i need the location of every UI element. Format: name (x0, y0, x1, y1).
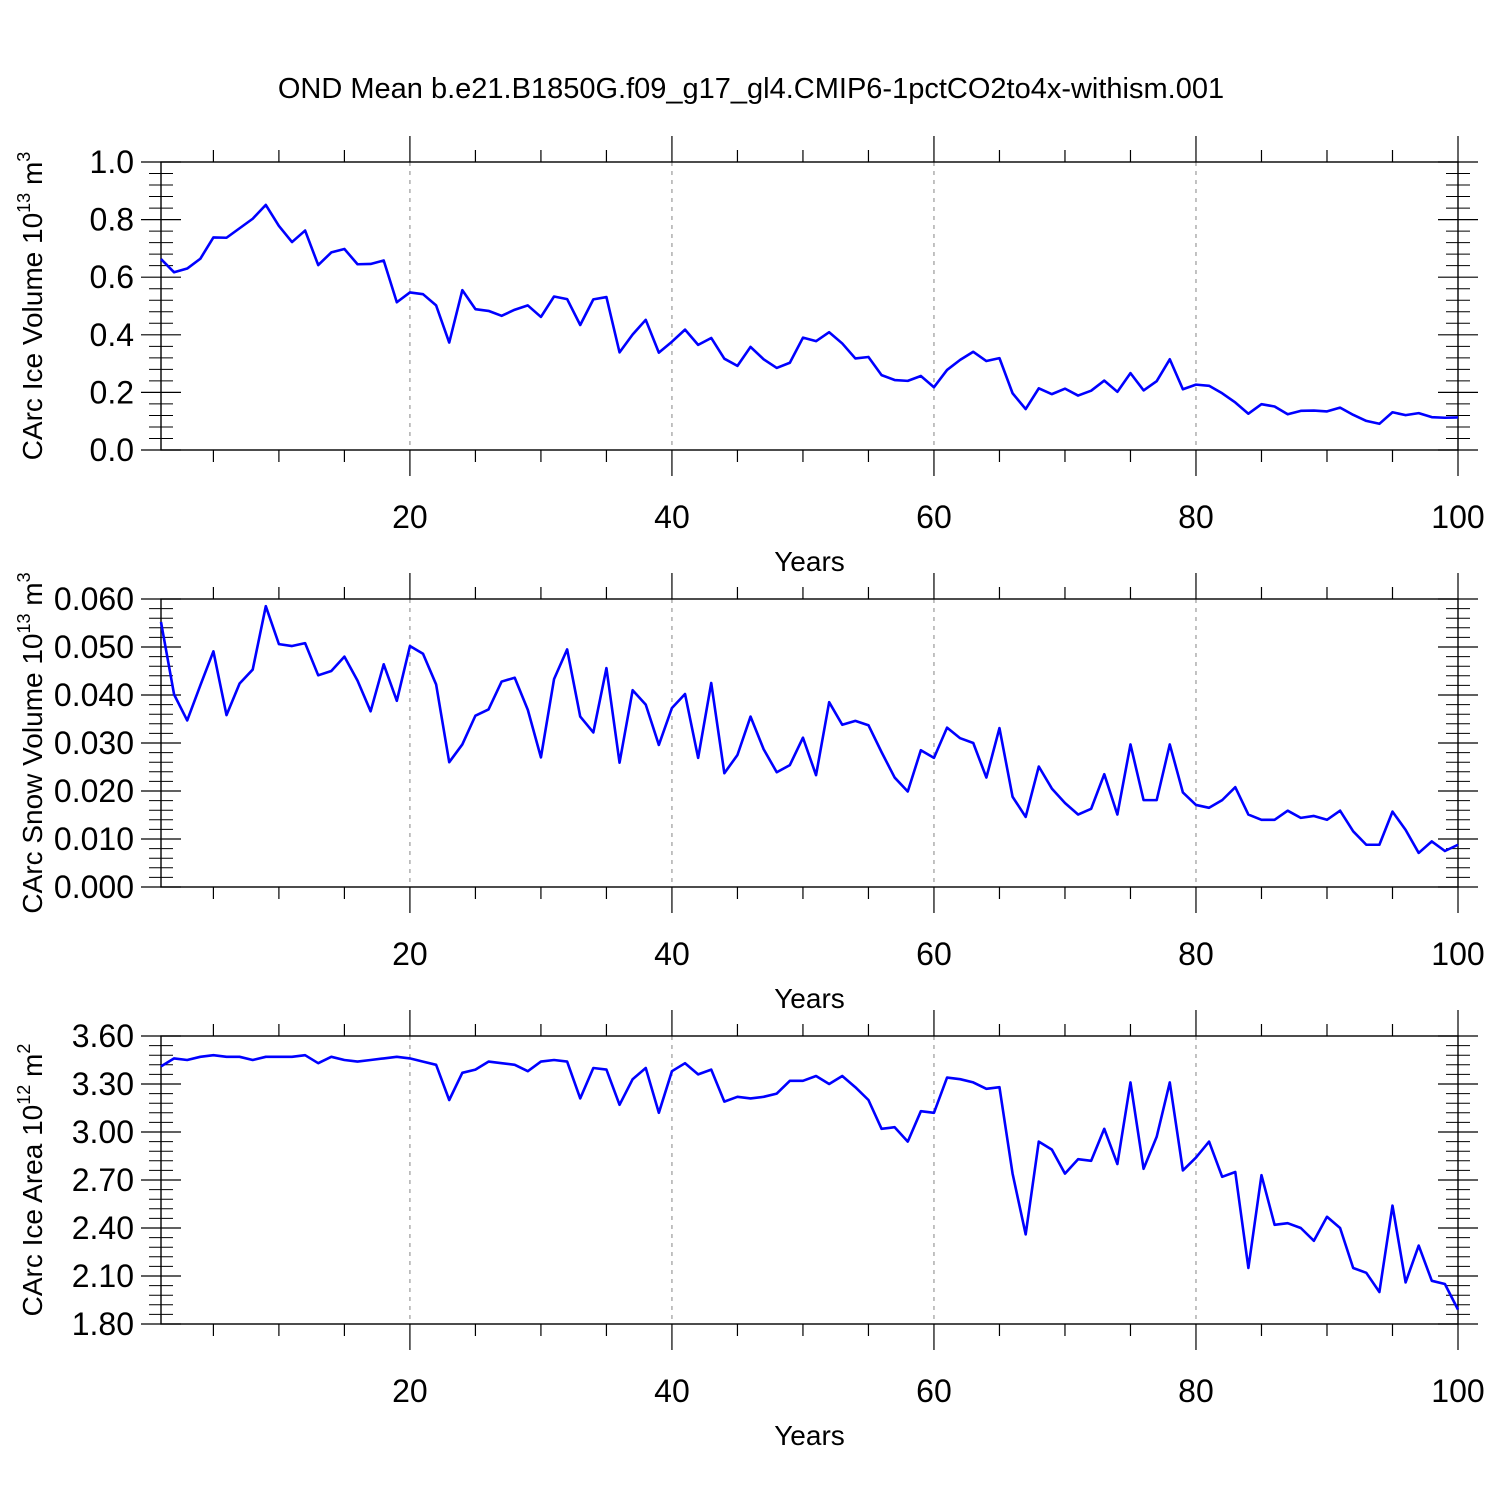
ice-volume-x-tick-label: 60 (916, 499, 952, 535)
ice-area-y-tick-label: 2.40 (72, 1210, 134, 1246)
ice-volume-y-axis-label-unit: m (17, 162, 48, 193)
ice-area-x-tick-label: 80 (1178, 1373, 1214, 1409)
ice-area-plot-frame (160, 1035, 1459, 1325)
ice-area-y-tick-label: 2.70 (72, 1162, 134, 1198)
ice-volume-y-tick-label: 1.0 (90, 144, 134, 180)
ice-area-y-tick-label: 3.60 (72, 1018, 134, 1054)
ice-volume-y-axis-label-text: CArc Ice Volume 10 (17, 213, 48, 460)
ice-area-y-axis-label: CArc Ice Area 1012 m2 (14, 1044, 48, 1317)
snow-volume-y-axis-label-exponent: 13 (14, 613, 34, 633)
snow-volume-y-tick-label: 0.040 (54, 677, 134, 713)
ice-volume-x-tick-label: 20 (392, 499, 428, 535)
snow-volume-x-tick-label: 80 (1178, 936, 1214, 972)
ice-volume-x-axis-label: Years (774, 546, 845, 577)
ice-volume-y-tick-label: 0.0 (90, 432, 134, 468)
ice-volume-y-axis-label: CArc Ice Volume 1013 m3 (14, 152, 48, 461)
ice-volume-y-tick-label: 0.8 (90, 202, 134, 238)
ice-area-y-axis-label-text: CArc Ice Area 10 (17, 1105, 48, 1317)
snow-volume-y-tick-label: 0.030 (54, 725, 134, 761)
ice-area-y-axis-label-exponent: 12 (14, 1085, 34, 1105)
ice-area-y-tick-label: 3.30 (72, 1066, 134, 1102)
ice-volume-plot-frame (160, 161, 1459, 451)
ice-area-y-axis-label-unit-exponent: 2 (14, 1044, 34, 1054)
snow-volume-x-tick-label: 60 (916, 936, 952, 972)
ice-area-x-axis-label: Years (774, 1420, 845, 1451)
snow-volume-x-tick-label: 40 (654, 936, 690, 972)
ice-area-x-tick-label: 60 (916, 1373, 952, 1409)
snow-volume-panel: 20 40 60 80 100 0.000 0.010 0.020 0.030 0.040 0.05… (14, 572, 1485, 1014)
snow-volume-x-tick-label: 100 (1431, 936, 1484, 972)
snow-volume-y-axis-label: CArc Snow Volume 1013 m3 (14, 572, 48, 913)
ice-area-x-tick-label: 100 (1431, 1373, 1484, 1409)
ice-area-panel: 20 40 60 80 100 1.80 2.10 2.40 2.70 3.00 3.30 3.60 Y… (14, 1010, 1485, 1451)
snow-volume-y-tick-label: 0.020 (54, 773, 134, 809)
ice-area-y-axis-label-unit: m (17, 1054, 48, 1085)
ice-volume-y-axis-label-unit-exponent: 3 (14, 152, 34, 162)
ice-area-x-tick-label: 20 (392, 1373, 428, 1409)
figure-title: OND Mean b.e21.B1850G.f09_g17_gl4.CMIP6-… (278, 73, 1224, 105)
ice-area-x-tick-label: 40 (654, 1373, 690, 1409)
ice-volume-panel: 20 40 60 80 100 0.0 0.2 0.4 0.6 0.8 1.0 Years CArc I… (14, 136, 1485, 577)
snow-volume-series-line (159, 604, 1459, 855)
ice-volume-x-tick-label: 80 (1178, 499, 1214, 535)
snow-volume-plot-frame (160, 598, 1459, 888)
ice-volume-y-axis-label-exponent: 13 (14, 193, 34, 213)
ice-area-y-tick-label: 3.00 (72, 1114, 134, 1150)
ice-volume-y-tick-label: 0.2 (90, 374, 134, 410)
snow-volume-y-tick-label: 0.060 (54, 581, 134, 617)
ice-volume-series-line (160, 203, 1459, 426)
snow-volume-y-axis-label-unit-exponent: 3 (14, 572, 34, 582)
ice-volume-y-tick-label: 0.6 (90, 259, 134, 295)
ice-area-series-line (160, 1053, 1460, 1311)
ice-volume-x-tick-label: 100 (1431, 499, 1484, 535)
panels: 20 40 60 80 100 0.0 0.2 0.4 0.6 0.8 1.0 Years CArc I… (14, 136, 1485, 1451)
ice-area-y-tick-label: 1.80 (72, 1306, 134, 1342)
snow-volume-y-tick-label: 0.000 (54, 869, 134, 905)
ice-volume-x-tick-label: 40 (654, 499, 690, 535)
snow-volume-x-tick-label: 20 (392, 936, 428, 972)
ice-volume-y-tick-label: 0.4 (90, 317, 134, 353)
snow-volume-y-tick-label: 0.050 (54, 629, 134, 665)
snow-volume-y-tick-label: 0.010 (54, 821, 134, 857)
snow-volume-y-axis-label-text: CArc Snow Volume 10 (17, 634, 48, 914)
snow-volume-y-axis-label-unit: m (17, 582, 48, 613)
snow-volume-x-axis-label: Years (774, 983, 845, 1014)
ice-area-y-tick-label: 2.10 (72, 1258, 134, 1294)
